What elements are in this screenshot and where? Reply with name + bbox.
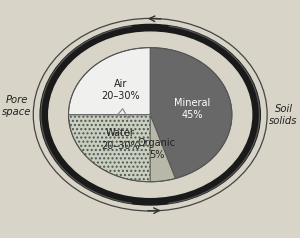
Text: Pore
space: Pore space	[2, 95, 32, 117]
Ellipse shape	[40, 25, 260, 205]
Polygon shape	[150, 115, 176, 182]
Text: Organic
5%: Organic 5%	[138, 138, 176, 160]
Text: Air
20–30%: Air 20–30%	[101, 79, 140, 101]
Polygon shape	[150, 48, 232, 178]
Text: Soil
solids: Soil solids	[269, 104, 298, 126]
Ellipse shape	[49, 32, 252, 197]
Polygon shape	[68, 115, 150, 182]
Polygon shape	[68, 48, 150, 115]
Text: Water
20–30%: Water 20–30%	[101, 128, 140, 151]
Text: Mineral
45%: Mineral 45%	[174, 98, 210, 120]
